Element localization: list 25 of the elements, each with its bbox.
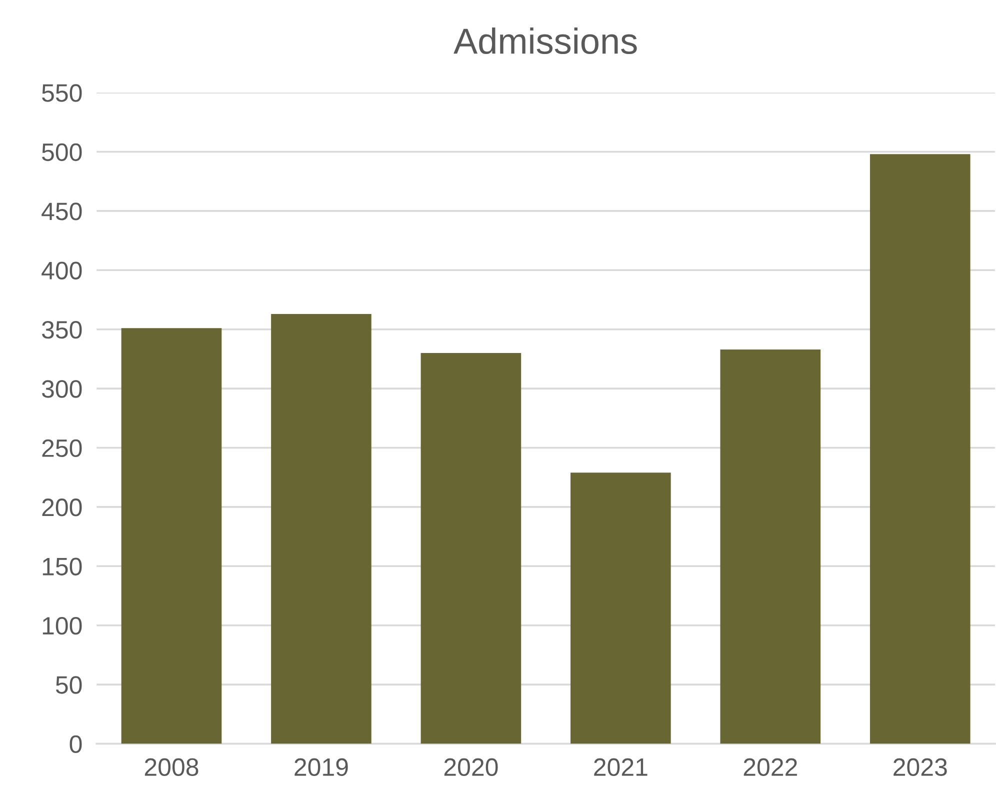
x-tick-label: 2008: [144, 758, 198, 776]
bar: [570, 472, 671, 744]
bar: [121, 328, 222, 744]
bar: [720, 349, 821, 744]
x-tick-label: 2019: [294, 758, 348, 776]
y-tick-label: 500: [42, 143, 82, 162]
x-tick-label: 2021: [594, 758, 648, 776]
bar: [420, 353, 522, 744]
x-tick-label: 2023: [894, 758, 947, 776]
x-tick-label: 2022: [744, 758, 797, 776]
x-tick-label: 2020: [444, 758, 498, 776]
y-tick-label: 550: [42, 84, 82, 102]
y-tick-label: 100: [42, 616, 82, 635]
y-tick-label: 400: [42, 262, 82, 280]
y-tick-label: 250: [42, 439, 82, 458]
y-tick-label: 300: [42, 380, 82, 398]
y-tick-label: 50: [56, 676, 82, 694]
bar: [271, 314, 372, 744]
y-tick-label: 0: [70, 735, 82, 754]
y-tick-label: 450: [42, 202, 82, 220]
bar: [870, 154, 970, 744]
chart-title: Admissions: [454, 28, 637, 54]
y-tick-label: 350: [42, 320, 82, 339]
y-tick-label: 150: [42, 558, 82, 576]
y-tick-label: 200: [42, 498, 82, 516]
